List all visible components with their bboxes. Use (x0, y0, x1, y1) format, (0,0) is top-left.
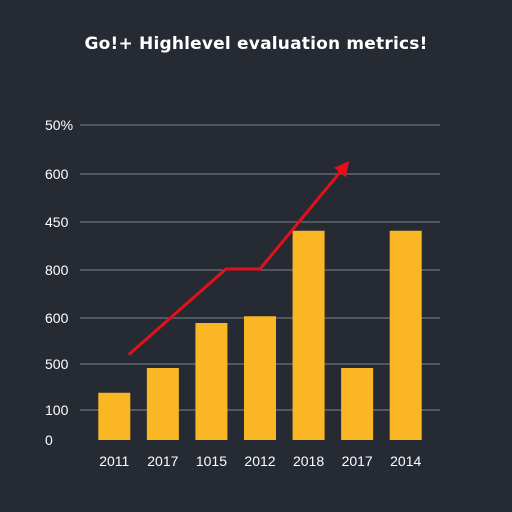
y-tick-label: 0 (45, 432, 53, 448)
y-tick-label: 50% (45, 117, 73, 133)
chart-title: Go!+ Highlevel evaluation metrics! (84, 34, 428, 54)
bar (292, 230, 325, 440)
x-tick-label: 2017 (147, 453, 178, 469)
y-tick-label: 800 (45, 262, 69, 278)
x-tick-label: 1015 (196, 453, 227, 469)
y-tick-label: 600 (45, 310, 69, 326)
bar (244, 316, 276, 440)
x-tick-label: 2014 (390, 453, 421, 469)
bar (341, 368, 374, 440)
bar (195, 323, 228, 440)
trend-line (127, 160, 350, 356)
y-tick-label: 450 (45, 214, 69, 230)
y-tick-label: 500 (45, 356, 69, 372)
x-tick-label: 2018 (293, 453, 324, 469)
x-tick-label: 2012 (244, 453, 275, 469)
bar (389, 230, 422, 440)
bar (146, 368, 179, 440)
bar (98, 392, 131, 440)
y-tick-label: 600 (45, 166, 69, 182)
x-tick-label: 2017 (342, 453, 373, 469)
x-tick-label: 2011 (99, 453, 129, 469)
y-tick-label: 100 (45, 402, 69, 418)
